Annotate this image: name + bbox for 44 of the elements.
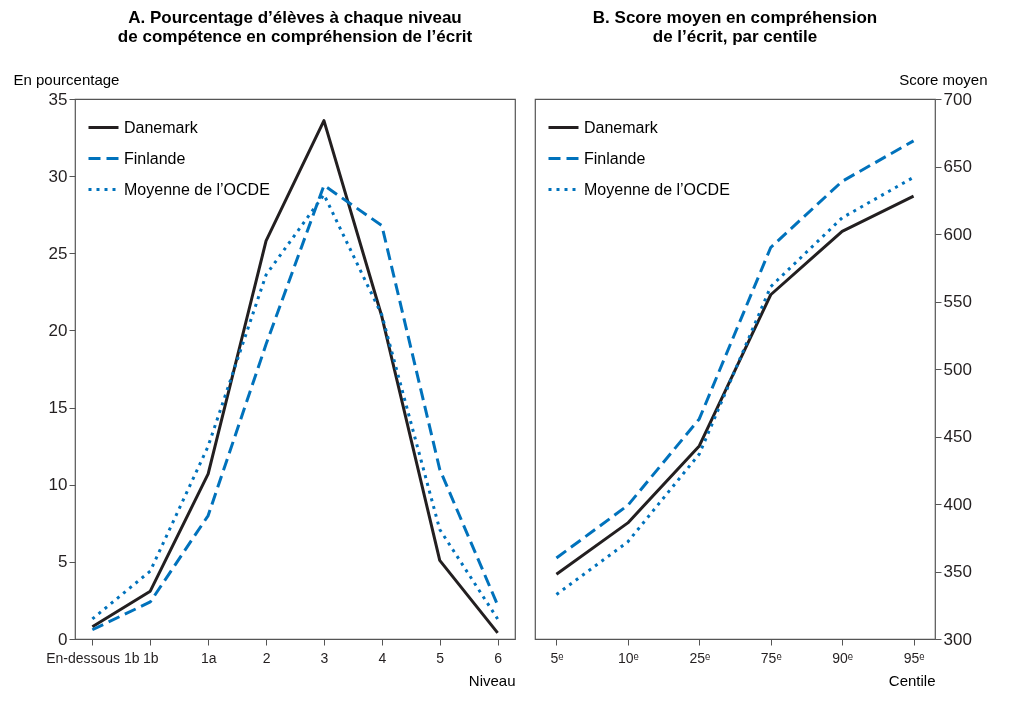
x-tick-label: 3 <box>320 649 329 666</box>
y-tick-label: 450 <box>943 427 972 446</box>
y-tick-label: 10 <box>48 475 68 495</box>
x-tick-label: 10ᵉ <box>617 649 639 666</box>
x-tick-label: 6 <box>494 649 503 666</box>
legend-label: Danemark <box>584 118 659 136</box>
y-axis-title: Score moyen <box>899 70 988 88</box>
line-series <box>554 139 916 560</box>
x-tick-label: 4 <box>378 649 387 666</box>
legend-label: Finlande <box>584 149 646 167</box>
x-tick-label: 75ᵉ <box>760 649 782 666</box>
x-axis-title: Centile <box>888 671 936 689</box>
chart-title: B. Score moyen en compréhension de l’écrit, par centile <box>592 8 878 46</box>
legend-label: Danemark <box>124 118 199 136</box>
y-axis-title: En pourcentage <box>13 70 120 88</box>
y-tick-label: 350 <box>943 562 972 581</box>
y-tick-label: 550 <box>943 292 972 311</box>
x-axis-title: Niveau <box>468 671 516 689</box>
y-tick-label: 700 <box>943 89 972 109</box>
y-tick-label: 20 <box>48 320 68 340</box>
y-tick-label: 15 <box>48 398 68 418</box>
y-tick-label: 5 <box>58 552 68 572</box>
legend-label: Moyenne de l’OCDE <box>584 180 730 198</box>
y-tick-label: 35 <box>48 89 68 109</box>
x-tick-label: 1a <box>200 649 217 666</box>
y-tick-label: 600 <box>943 224 972 244</box>
y-tick-label: 650 <box>943 157 972 176</box>
x-tick-label: En-dessous 1b <box>46 649 140 666</box>
legend-label: Finlande <box>124 149 186 167</box>
y-tick-label: 500 <box>943 359 972 379</box>
x-tick-label: 1b <box>142 649 159 666</box>
legend-label: Moyenne de l’OCDE <box>124 180 270 198</box>
x-tick-label: 2 <box>262 649 271 666</box>
x-tick-label: 95ᵉ <box>903 649 925 666</box>
y-tick-label: 25 <box>48 243 68 263</box>
x-tick-label: 90ᵉ <box>832 649 854 666</box>
y-tick-label: 0 <box>58 629 68 649</box>
x-tick-label: 25ᵉ <box>689 649 711 666</box>
y-tick-label: 400 <box>943 494 972 514</box>
chart-title: A. Pourcentage d’élèves à chaque niveau de compétence en compréhension de l’écrit <box>117 8 473 46</box>
y-tick-label: 300 <box>943 629 972 649</box>
x-tick-label: 5 <box>436 649 445 666</box>
y-tick-label: 30 <box>48 166 68 186</box>
x-tick-label: 5ᵉ <box>550 649 564 666</box>
